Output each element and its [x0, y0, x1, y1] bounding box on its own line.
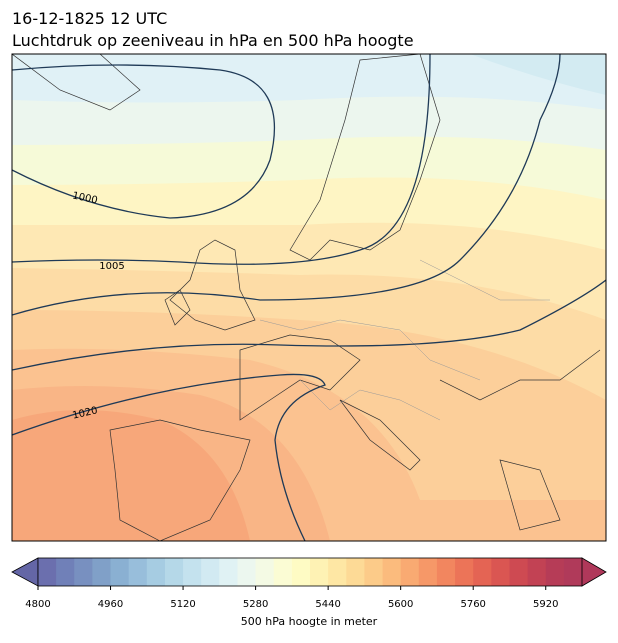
colorbar-tick-label: 5440 [315, 599, 340, 610]
colorbar-segment [291, 558, 311, 586]
colorbar-tick-label: 4960 [98, 599, 123, 610]
colorbar-segment [491, 558, 510, 586]
colorbar-segment [183, 558, 202, 586]
colorbar: 4800 4960 5120 5280 5440 5600 5760 5920 [11, 557, 607, 610]
colorbar-segment [237, 558, 257, 586]
colorbar-segment [400, 558, 420, 586]
colorbar-segment [455, 558, 474, 586]
colorbar-segment [545, 558, 565, 586]
colorbar-segment [563, 558, 583, 586]
colorbar-segment [74, 558, 93, 586]
colorbar-segment [509, 558, 529, 586]
map-frame [11, 53, 607, 542]
colorbar-segment [273, 558, 293, 586]
title-line: Luchtdruk op zeeniveau in hPa en 500 hPa… [12, 31, 414, 50]
colorbar-tick-label: 5120 [170, 599, 195, 610]
colorbar-tick-label: 4800 [25, 599, 50, 610]
colorbar-segment [527, 558, 547, 586]
colorbar-segment [310, 558, 329, 586]
colorbar-segment [164, 558, 184, 586]
colorbar-frame [37, 557, 583, 587]
title-line: 16-12-1825 12 UTC [12, 9, 167, 28]
colorbar-segment [110, 558, 130, 586]
colorbar-tick-label: 5280 [243, 599, 268, 610]
colorbar-extend [581, 557, 607, 587]
colorbar-segment [346, 558, 365, 586]
contour-label: 1005 [99, 261, 124, 272]
colorbar-segment [146, 558, 166, 586]
colorbar-segment [201, 558, 220, 586]
colorbar-segment [255, 558, 275, 586]
colorbar-segment [92, 558, 112, 586]
colorbar-tick-label: 5600 [388, 599, 413, 610]
colorbar-segment [38, 558, 57, 586]
colorbar-label: 500 hPa hoogte in meter [241, 615, 378, 628]
colorbar-segment [382, 558, 402, 586]
colorbar-segment [128, 558, 148, 586]
colorbar-segment [436, 558, 456, 586]
colorbar-segment [219, 558, 238, 586]
colorbar-segment [473, 558, 492, 586]
colorbar-tick-label: 5760 [460, 599, 485, 610]
colorbar-segment [418, 558, 438, 586]
colorbar-segment [328, 558, 347, 586]
colorbar-extend [11, 557, 39, 587]
colorbar-tick-label: 5920 [533, 599, 558, 610]
contour-label: 1000 [71, 190, 98, 206]
colorbar-segment [56, 558, 75, 586]
map: 1000 1005 1020 [12, 54, 606, 541]
colorbar-segment [364, 558, 384, 586]
